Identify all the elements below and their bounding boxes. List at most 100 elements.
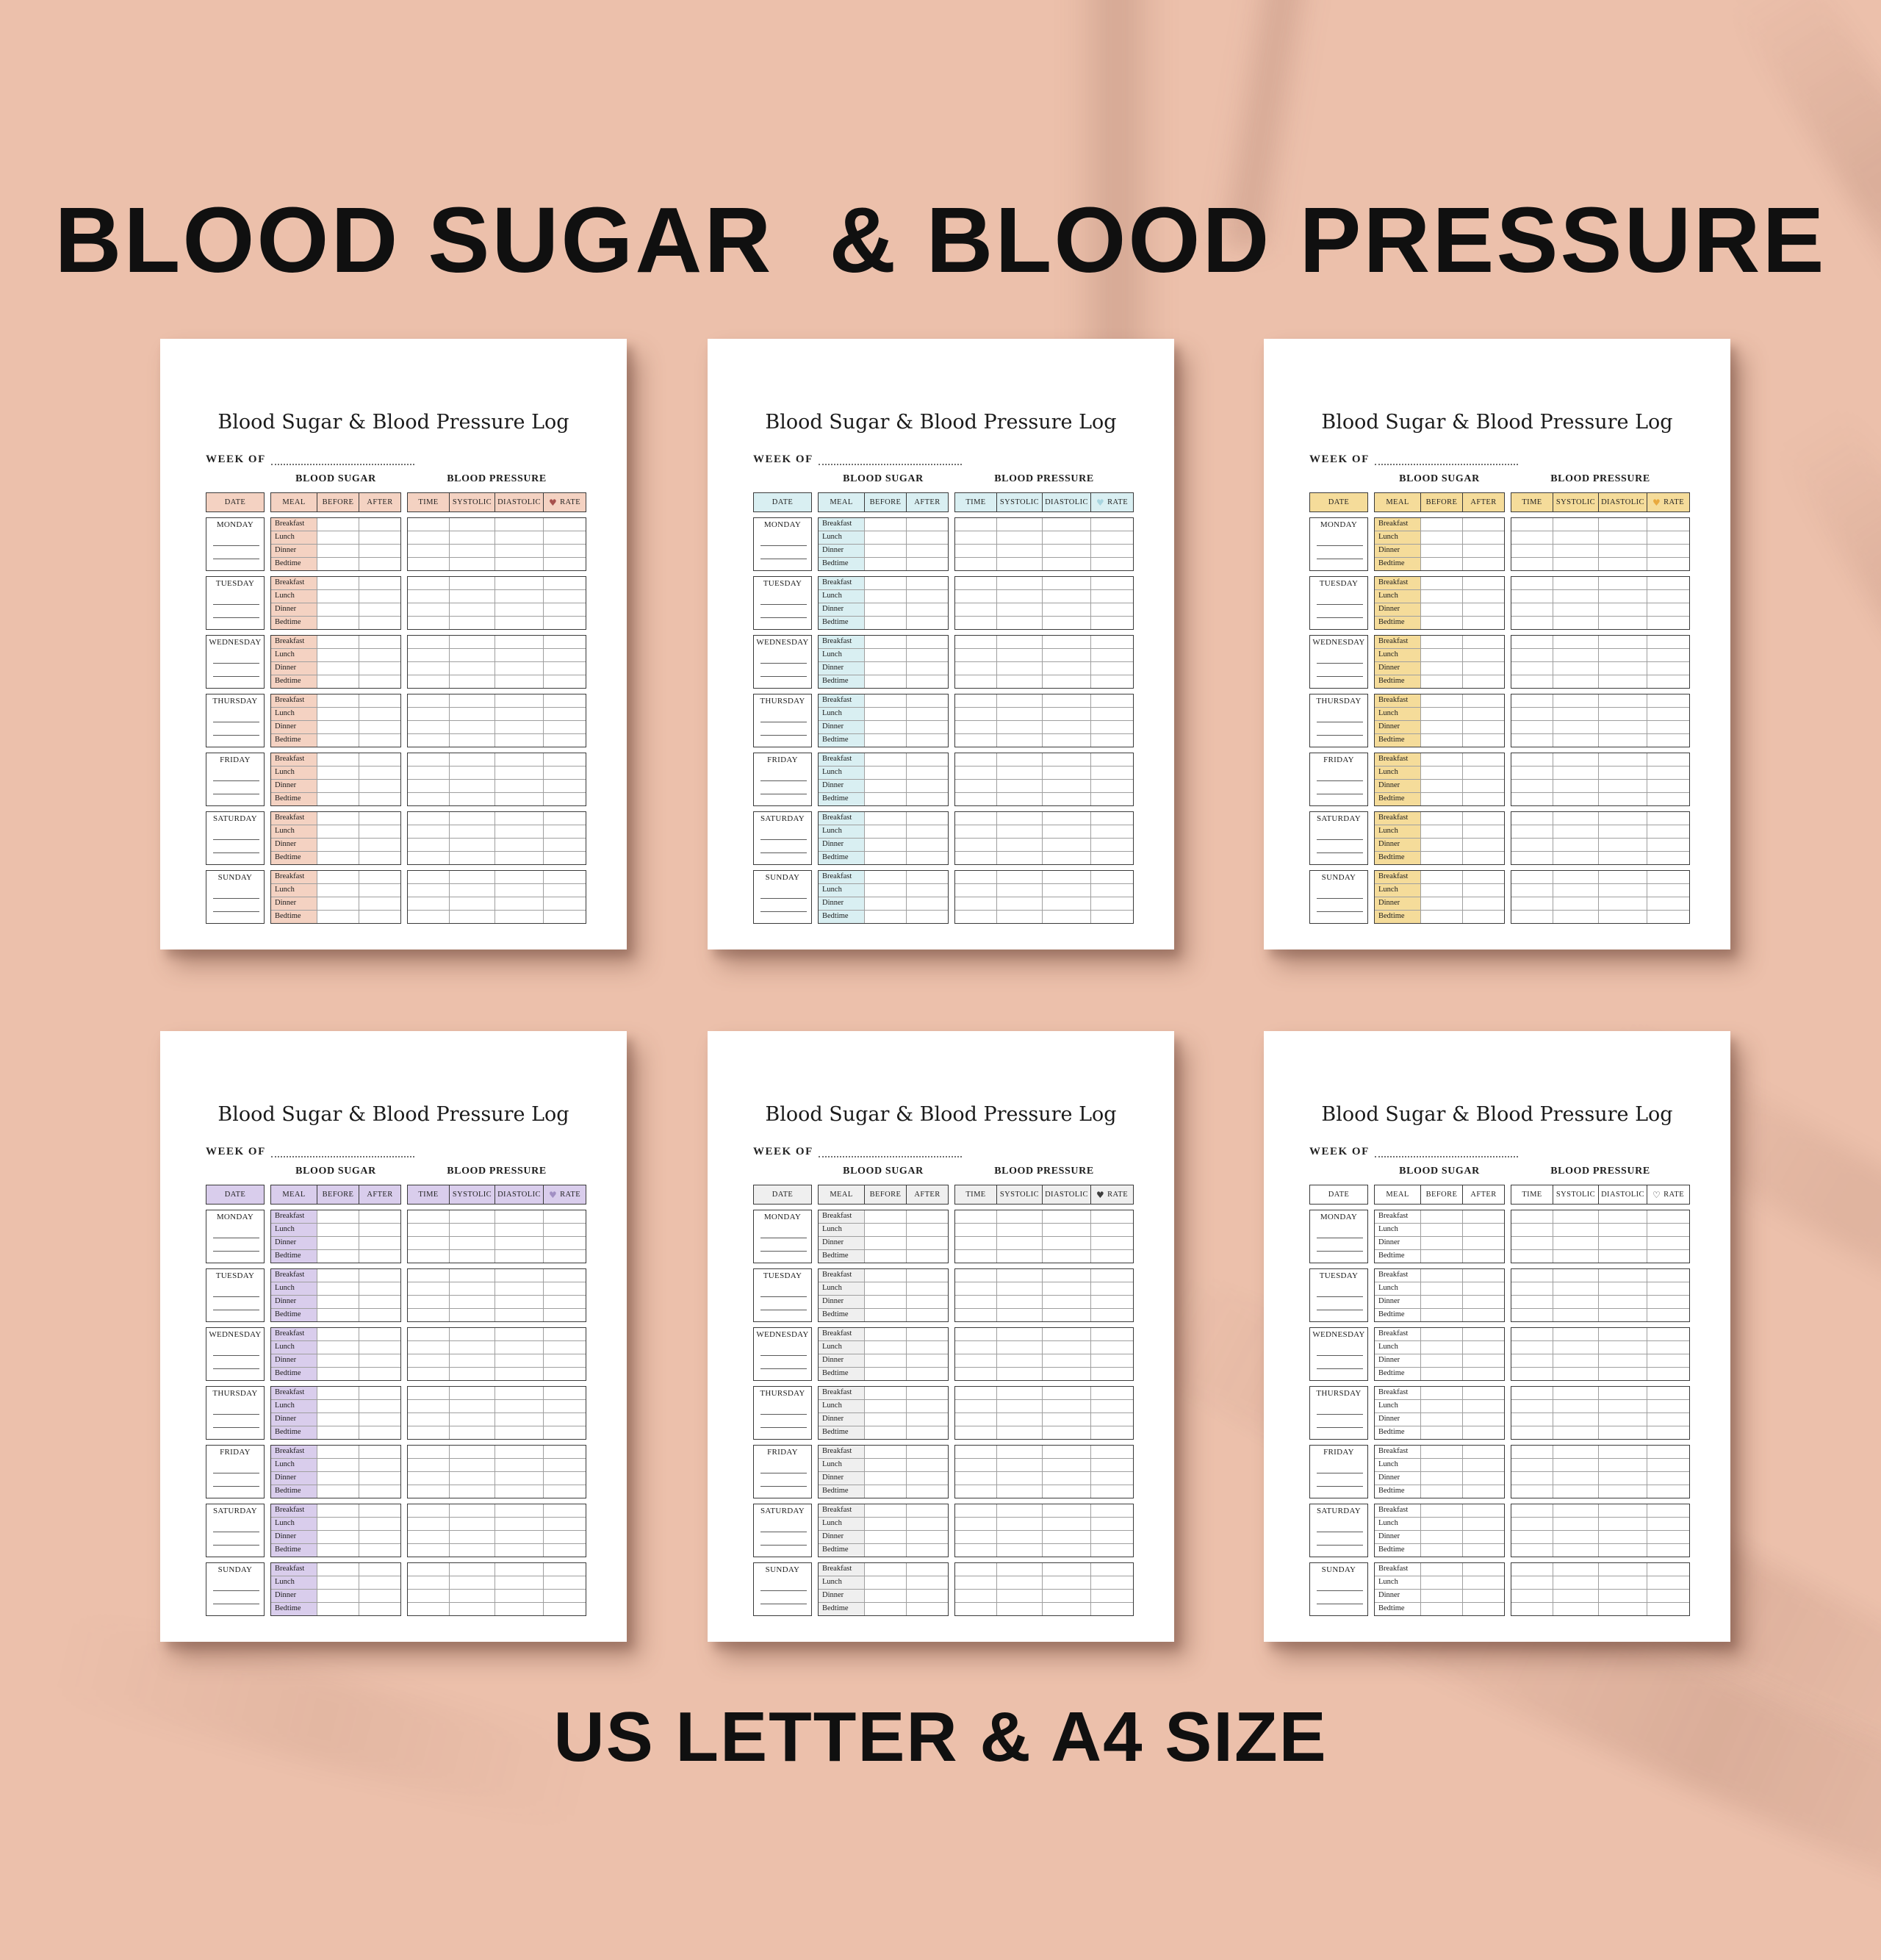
blood-pressure-heading: BLOOD PRESSURE — [1550, 1166, 1650, 1177]
time-entry-cell — [1511, 1237, 1553, 1249]
meal-row: Bedtime — [1375, 1308, 1504, 1322]
meal-label-cell: Breakfast — [271, 694, 317, 708]
after-entry-cell — [906, 636, 948, 649]
diastolic-entry-cell — [1598, 1603, 1647, 1616]
systolic-entry-cell — [449, 721, 494, 734]
diastolic-entry-cell — [494, 767, 543, 780]
after-entry-cell — [1462, 675, 1504, 689]
day-label: SUNDAY — [217, 873, 253, 883]
after-entry-cell — [359, 1603, 400, 1616]
time-entry-cell — [408, 1328, 449, 1340]
meal-label-cell: Breakfast — [1375, 871, 1420, 884]
after-entry-cell — [906, 734, 948, 747]
date-write-line — [213, 1355, 259, 1357]
rate-entry-cell — [1647, 897, 1689, 911]
before-entry-cell — [1420, 1413, 1462, 1426]
time-entry-cell — [955, 1472, 996, 1485]
after-entry-cell — [359, 1309, 400, 1322]
time-entry-cell — [1511, 708, 1553, 720]
after-entry-cell — [1462, 617, 1504, 630]
meal-label-cell: Lunch — [271, 531, 317, 545]
after-entry-cell — [906, 1237, 948, 1250]
meal-row: Dinner — [819, 1295, 948, 1309]
day-row-thursday: THURSDAY Breakfast Lunch Dinner Bedtime — [753, 694, 1174, 748]
rate-entry-cell — [1647, 812, 1689, 825]
rate-entry-cell — [543, 1563, 586, 1576]
after-entry-cell — [906, 675, 948, 689]
bp-row — [1511, 1340, 1689, 1354]
after-entry-cell — [359, 603, 400, 617]
before-entry-cell — [317, 1400, 359, 1413]
table-header-row: DATE MEAL BEFORE AFTER TIME SYSTOLIC DIASTOLIC… — [753, 492, 1174, 513]
meal-label-cell: Lunch — [819, 590, 864, 603]
section-headings: BLOOD SUGAR BLOOD PRESSURE — [160, 473, 627, 487]
before-entry-cell — [1420, 1387, 1462, 1400]
day-label: SUNDAY — [1321, 1565, 1356, 1575]
meal-label-cell: Dinner — [1375, 1472, 1420, 1485]
meal-row: Dinner — [1375, 838, 1504, 852]
after-entry-cell — [1462, 708, 1504, 721]
meal-label-cell: Bedtime — [271, 1485, 317, 1498]
day-row-monday: MONDAY Breakfast Lunch Dinner Bedtime — [1309, 517, 1730, 572]
bp-row — [955, 1446, 1133, 1459]
bp-row — [1511, 1543, 1689, 1557]
time-entry-cell — [1511, 636, 1553, 648]
meal-row: Dinner — [271, 544, 400, 558]
meal-label-cell: Dinner — [819, 897, 864, 911]
bp-row — [955, 1458, 1133, 1472]
bp-row — [955, 694, 1133, 708]
diastolic-column-header: DIASTOLIC — [1042, 1185, 1090, 1205]
date-box: SATURDAY — [1309, 1504, 1368, 1558]
before-entry-cell — [864, 1296, 906, 1309]
week-of-row: WEEK OF — [206, 450, 627, 466]
bp-row — [955, 753, 1133, 767]
blood-pressure-block — [407, 1327, 586, 1382]
rate-entry-cell — [1647, 1426, 1689, 1440]
rate-entry-cell — [543, 852, 586, 865]
rate-entry-cell — [1647, 1250, 1689, 1263]
bp-row — [1511, 1328, 1689, 1341]
after-entry-cell — [1462, 1413, 1504, 1426]
bp-row — [955, 557, 1133, 571]
before-entry-cell — [864, 897, 906, 911]
rate-entry-cell — [1090, 1563, 1133, 1576]
time-entry-cell — [408, 577, 449, 589]
diastolic-entry-cell — [1042, 780, 1090, 793]
diastolic-entry-cell — [494, 1531, 543, 1544]
diastolic-entry-cell — [1042, 1544, 1090, 1557]
rate-entry-cell — [543, 708, 586, 721]
rate-entry-cell — [1090, 884, 1133, 897]
rate-entry-cell — [1090, 839, 1133, 852]
meal-row: Dinner — [1375, 661, 1504, 675]
blood-pressure-block — [954, 753, 1134, 807]
meal-label-cell: Breakfast — [1375, 1328, 1420, 1341]
meal-label-cell: Lunch — [1375, 1341, 1420, 1354]
systolic-entry-cell — [1553, 1282, 1598, 1296]
meal-label-cell: Bedtime — [1375, 734, 1420, 747]
before-entry-cell — [1420, 617, 1462, 630]
meal-label-cell: Bedtime — [819, 1544, 864, 1557]
after-entry-cell — [359, 734, 400, 747]
blood-pressure-heading: BLOOD PRESSURE — [994, 1166, 1094, 1177]
day-label: TUESDAY — [763, 579, 802, 589]
rate-entry-cell — [1647, 590, 1689, 603]
before-entry-cell — [1420, 1472, 1462, 1485]
time-entry-cell — [408, 1282, 449, 1295]
bp-row — [408, 825, 586, 839]
meal-row: Lunch — [271, 1576, 400, 1590]
diastolic-entry-cell — [1042, 852, 1090, 865]
time-entry-cell — [408, 1426, 449, 1439]
rate-entry-cell — [543, 871, 586, 884]
meal-label-cell: Breakfast — [819, 694, 864, 708]
systolic-entry-cell — [449, 1544, 494, 1557]
blood-sugar-block: Breakfast Lunch Dinner Bedtime — [1374, 1562, 1505, 1617]
blood-sugar-block: Breakfast Lunch Dinner Bedtime — [818, 517, 949, 572]
day-label: TUESDAY — [215, 579, 255, 589]
rate-entry-cell — [543, 1426, 586, 1440]
meal-label-cell: Dinner — [1375, 545, 1420, 558]
systolic-entry-cell — [1553, 793, 1598, 806]
meal-label-cell: Dinner — [1375, 721, 1420, 734]
meal-row: Breakfast — [1375, 871, 1504, 884]
blood-sugar-block: Breakfast Lunch Dinner Bedtime — [1374, 1445, 1505, 1499]
systolic-entry-cell — [449, 911, 494, 924]
